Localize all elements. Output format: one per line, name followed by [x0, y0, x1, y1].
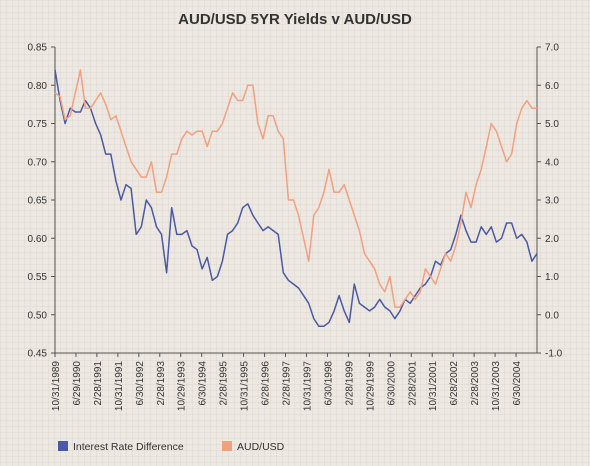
- x-tick-label: 6/30/1998: [323, 361, 334, 406]
- left-tick-label: 0.85: [28, 43, 48, 54]
- x-tick-label: 2/28/2001: [407, 361, 418, 406]
- x-tick-label: 10/29/1999: [365, 361, 376, 411]
- x-tick-label: 10/31/1991: [114, 361, 125, 411]
- right-tick-label: 2.0: [545, 234, 559, 245]
- x-tick-label: 10/31/2003: [491, 361, 502, 411]
- x-tick-label: 2/28/1993: [156, 361, 167, 406]
- x-tick-label: 10/31/1997: [302, 361, 313, 411]
- x-tick-label: 6/28/2002: [449, 361, 460, 406]
- chart-title: AUD/USD 5YR Yields v AUD/USD: [178, 11, 412, 28]
- left-tick-label: 0.70: [28, 157, 48, 168]
- x-tick-label: 2/28/1991: [93, 361, 104, 406]
- left-tick-label: 0.55: [28, 272, 48, 283]
- right-tick-label: 5.0: [545, 119, 559, 130]
- left-tick-label: 0.50: [28, 310, 48, 321]
- x-tick-label: 6/30/2000: [386, 361, 397, 406]
- legend-label: Interest Rate Difference: [73, 441, 184, 453]
- right-tick-label: 3.0: [545, 196, 559, 207]
- x-tick-label: 2/28/2003: [470, 361, 481, 406]
- right-tick-label: 1.0: [545, 272, 559, 283]
- right-tick-label: 6.0: [545, 81, 559, 92]
- x-tick-label: 6/30/2004: [512, 361, 523, 406]
- left-tick-label: 0.45: [28, 349, 48, 360]
- chart-axes: 0.45 0.50 0.55 0.60 0.65 0.70 0.75 0.80 0.85 -1.0…: [28, 43, 563, 412]
- legend-swatch: [222, 441, 232, 451]
- x-tick-label: 10/31/2001: [428, 361, 439, 411]
- x-tick-label: 2/28/1995: [219, 361, 230, 406]
- left-tick-label: 0.65: [28, 196, 48, 207]
- right-tick-label: 4.0: [545, 157, 559, 168]
- left-tick-label: 0.75: [28, 119, 48, 130]
- x-tick-label: 10/29/1993: [177, 361, 188, 411]
- x-tick-label: 10/31/1989: [51, 361, 62, 411]
- left-tick-label: 0.60: [28, 234, 48, 245]
- right-tick-label: 0.0: [545, 310, 559, 321]
- right-tick-label: -1.0: [545, 349, 563, 360]
- x-tick-label: 6/29/1990: [72, 361, 83, 406]
- x-tick-label: 10/31/1995: [240, 361, 251, 411]
- right-tick-label: 7.0: [545, 43, 559, 54]
- x-tick-label: 6/30/1992: [135, 361, 146, 406]
- series-line-aud-usd: [54, 69, 537, 308]
- plot-area: [54, 69, 538, 327]
- x-tick-label: 6/28/1996: [261, 361, 272, 406]
- left-tick-label: 0.80: [28, 81, 48, 92]
- x-tick-label: 2/28/1997: [282, 361, 293, 406]
- x-tick-label: 2/28/1999: [344, 361, 355, 406]
- legend-swatch: [58, 441, 68, 451]
- x-tick-label: 6/30/1994: [198, 361, 209, 406]
- legend-label: AUD/USD: [237, 441, 285, 453]
- chart-legend: Interest Rate Difference AUD/USD: [58, 441, 285, 453]
- series-line-interest-rate-difference: [54, 69, 538, 327]
